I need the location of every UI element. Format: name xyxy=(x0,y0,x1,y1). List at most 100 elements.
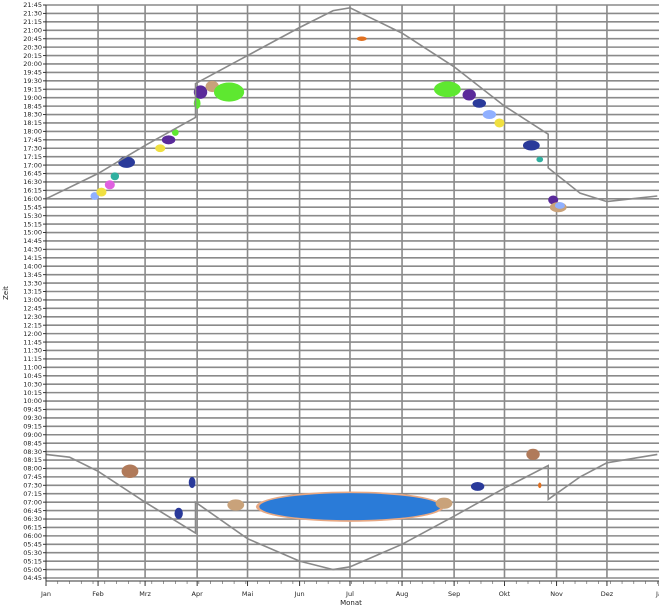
y-tick-label: 16:00 xyxy=(23,195,42,203)
x-tick-label: Jan xyxy=(40,590,51,598)
y-tick-label: 04:45 xyxy=(23,574,42,582)
y-tick-label: 10:00 xyxy=(23,397,42,405)
y-tick-label: 15:30 xyxy=(23,212,42,220)
data-blob xyxy=(171,129,179,136)
x-tick-label: Jun xyxy=(294,590,305,598)
y-tick-label: 19:45 xyxy=(23,69,42,77)
y-tick-label: 18:45 xyxy=(23,102,42,110)
x-tick-label: Sep xyxy=(448,590,460,598)
y-tick-label: 20:45 xyxy=(23,35,42,43)
x-tick-label: Dez xyxy=(601,590,614,598)
y-tick-label: 06:00 xyxy=(23,532,42,540)
x-tick-label: Nov xyxy=(550,590,563,598)
data-blob xyxy=(554,202,565,209)
x-tick-label: Aug xyxy=(396,590,409,598)
y-tick-label: 14:15 xyxy=(23,254,42,262)
y-tick-label: 18:30 xyxy=(23,111,42,119)
data-blob xyxy=(356,36,367,41)
y-tick-label: 09:30 xyxy=(23,414,42,422)
y-tick-label: 20:00 xyxy=(23,60,42,68)
y-tick-label: 09:45 xyxy=(23,406,42,414)
y-tick-label: 14:30 xyxy=(23,246,42,254)
y-axis-label: Zeit xyxy=(2,286,10,300)
y-tick-label: 14:45 xyxy=(23,237,42,245)
y-tick-label: 07:45 xyxy=(23,473,42,481)
y-tick-label: 21:00 xyxy=(23,26,42,34)
y-tick-label: 14:00 xyxy=(23,262,42,270)
y-tick-label: 18:00 xyxy=(23,128,42,136)
data-blob xyxy=(193,85,208,99)
y-tick-label: 06:30 xyxy=(23,515,42,523)
y-tick-label: 21:45 xyxy=(23,1,42,9)
y-tick-label: 17:45 xyxy=(23,136,42,144)
y-tick-label: 06:45 xyxy=(23,507,42,515)
y-tick-label: 08:15 xyxy=(23,456,42,464)
x-tick-label: Jul xyxy=(345,590,354,598)
data-blob xyxy=(482,110,497,120)
y-tick-label: 12:00 xyxy=(23,330,42,338)
y-tick-label: 08:30 xyxy=(23,448,42,456)
data-blob xyxy=(526,448,540,461)
data-blob xyxy=(522,140,540,151)
y-tick-label: 12:45 xyxy=(23,305,42,313)
y-tick-label: 05:30 xyxy=(23,549,42,557)
y-tick-label: 21:30 xyxy=(23,10,42,18)
data-blob xyxy=(96,187,107,197)
data-blob xyxy=(104,180,115,190)
y-tick-label: 10:45 xyxy=(23,372,42,380)
data-blob xyxy=(548,195,559,205)
data-blob xyxy=(90,192,99,200)
y-tick-label: 13:15 xyxy=(23,288,42,296)
data-blob xyxy=(174,507,183,520)
data-blob xyxy=(470,481,485,491)
data-blob xyxy=(472,98,487,108)
y-tick-label: 15:45 xyxy=(23,203,42,211)
y-tick-label: 20:30 xyxy=(23,43,42,51)
sunrise-curve xyxy=(45,453,658,571)
x-tick-label: Okt xyxy=(499,590,511,598)
y-tick-label: 16:45 xyxy=(23,170,42,178)
x-tick-label: Apr xyxy=(192,590,204,598)
data-blobs xyxy=(90,36,567,522)
y-tick-label: 16:30 xyxy=(23,178,42,186)
y-tick-label: 13:00 xyxy=(23,296,42,304)
y-tick-label: 11:45 xyxy=(23,338,42,346)
y-tick-label: 05:00 xyxy=(23,566,42,574)
data-blob xyxy=(213,82,245,102)
y-tick-label: 08:00 xyxy=(23,465,42,473)
y-tick-label: 10:15 xyxy=(23,389,42,397)
x-axis-label: Monat xyxy=(340,599,362,607)
x-tick-label: Feb xyxy=(92,590,104,598)
y-tick-label: 11:15 xyxy=(23,355,42,363)
y-tick-label: 15:15 xyxy=(23,220,42,228)
y-tick-label: 07:15 xyxy=(23,490,42,498)
tick-labels: 04:4505:0005:1505:3005:4506:0006:1506:30… xyxy=(23,1,659,598)
y-tick-label: 18:15 xyxy=(23,119,42,127)
y-tick-label: 05:15 xyxy=(23,557,42,565)
y-tick-label: 08:45 xyxy=(23,439,42,447)
y-tick-label: 05:45 xyxy=(23,540,42,548)
data-blob xyxy=(462,89,476,101)
curves xyxy=(45,6,658,571)
data-blob xyxy=(433,81,461,98)
y-tick-label: 21:15 xyxy=(23,18,42,26)
grid xyxy=(46,4,659,579)
data-blob xyxy=(188,476,196,489)
y-tick-label: 11:30 xyxy=(23,347,42,355)
data-blob xyxy=(161,135,176,145)
y-tick-label: 19:15 xyxy=(23,85,42,93)
y-tick-label: 17:30 xyxy=(23,144,42,152)
y-tick-label: 07:30 xyxy=(23,482,42,490)
y-tick-label: 10:30 xyxy=(23,380,42,388)
y-tick-label: 12:30 xyxy=(23,313,42,321)
y-tick-label: 13:45 xyxy=(23,271,42,279)
x-tick-label: Mai xyxy=(242,590,254,598)
data-blob xyxy=(538,482,542,489)
y-tick-label: 19:30 xyxy=(23,77,42,85)
data-blob xyxy=(494,118,505,128)
data-blob xyxy=(110,172,120,181)
x-tick-label: Mrz xyxy=(139,590,151,598)
y-tick-label: 17:00 xyxy=(23,161,42,169)
data-blob xyxy=(259,493,441,521)
